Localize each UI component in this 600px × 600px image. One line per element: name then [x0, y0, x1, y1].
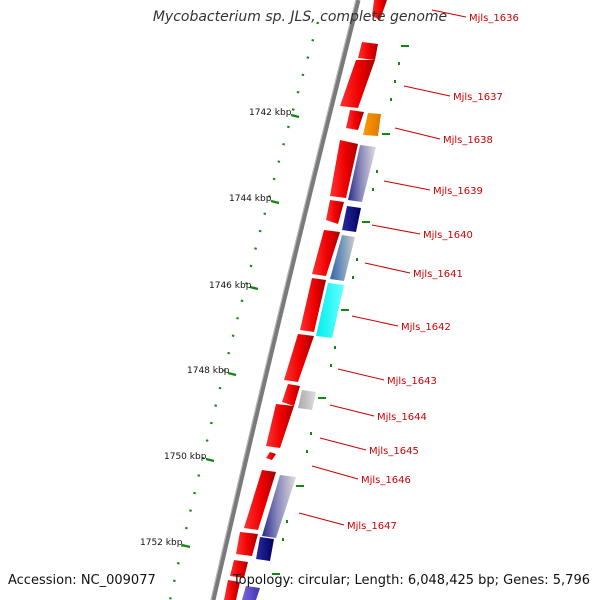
gene-block-orange: [363, 113, 381, 136]
gene-block-band: [348, 145, 376, 202]
leader-line: [364, 262, 411, 274]
gene-label-mjls-1642: Mjls_1642: [401, 322, 451, 333]
cds-arrow: [340, 60, 375, 108]
gene-block-steel: [330, 235, 355, 281]
ruler-tick: [249, 285, 259, 291]
cds-arrow: [300, 278, 326, 332]
ruler-tick: [270, 199, 280, 205]
leader-line: [311, 465, 359, 480]
gene-label-mjls-1646: Mjls_1646: [361, 475, 411, 486]
leader-line: [394, 127, 441, 140]
genome-backbone-highlight: [210, 0, 357, 600]
accession-text: Accession: NC_009077: [8, 573, 156, 588]
cds-arrow: [266, 404, 294, 448]
leader-line: [337, 368, 385, 381]
gene-block-indigo: [242, 586, 260, 600]
gene-label-mjls-1637: Mjls_1637: [453, 92, 503, 103]
leader-line: [403, 85, 451, 97]
cds-arrow: [282, 384, 300, 406]
leader-line: [371, 224, 421, 235]
ruler-label-1744: 1744 kbp: [229, 194, 272, 204]
ruler-arc: [168, 21, 320, 600]
gene-label-mjls-1644: Mjls_1644: [377, 412, 427, 423]
cds-arrow: [244, 470, 276, 530]
gene-label-mjls-1638: Mjls_1638: [443, 135, 493, 146]
ruler-label-1746: 1746 kbp: [209, 281, 252, 291]
cds-arrow: [224, 580, 240, 600]
inner-dots: [282, 62, 400, 541]
leader-line: [329, 404, 375, 417]
gene-block-cyan: [316, 283, 344, 338]
ruler-tick: [290, 113, 300, 119]
gene-label-mjls-1641: Mjls_1641: [413, 269, 463, 280]
gene-block-grey: [298, 390, 316, 410]
gene-label-mjls-1645: Mjls_1645: [369, 446, 419, 457]
map-title: Mycobacterium sp. JLS, complete genome: [152, 9, 448, 25]
gene-block-band: [262, 475, 296, 538]
ruler-tick: [205, 457, 215, 463]
cds-arrow: [372, 0, 387, 20]
gene-block-navy: [342, 206, 361, 232]
cds-arrow: [312, 230, 340, 276]
gene-label-mjls-1647: Mjls_1647: [347, 521, 397, 532]
cds-arrow: [236, 532, 258, 556]
gene-label-mjls-1636: Mjls_1636: [469, 13, 519, 24]
leader-line: [431, 9, 467, 18]
gene-label-mjls-1643: Mjls_1643: [387, 376, 437, 387]
cds-arrow: [266, 452, 276, 460]
cds-arrow: [330, 140, 358, 198]
leader-line: [319, 437, 367, 451]
ruler-label-1748: 1748 kbp: [187, 366, 230, 376]
gene-label-mjls-1640: Mjls_1640: [423, 230, 473, 241]
ruler-tick: [227, 371, 237, 377]
leader-line: [383, 180, 431, 191]
gene-block-navy: [256, 537, 274, 561]
ruler-label-1742: 1742 kbp: [249, 108, 292, 118]
ruler-label-1752: 1752 kbp: [140, 538, 183, 548]
ruler-tick: [181, 543, 191, 549]
cds-arrow: [358, 42, 378, 60]
cds-arrow: [326, 200, 344, 224]
cds-arrow: [230, 560, 248, 578]
cds-arrow: [284, 334, 314, 382]
cds-arrow: [346, 110, 364, 130]
ruler-label-1750: 1750 kbp: [164, 452, 207, 462]
gene-label-mjls-1639: Mjls_1639: [433, 186, 483, 197]
genome-summary-text: Topology: circular; Length: 6,048,425 bp…: [232, 573, 590, 588]
genome-backbone: [210, 0, 361, 600]
leader-line: [298, 512, 345, 526]
leader-line: [351, 315, 399, 327]
